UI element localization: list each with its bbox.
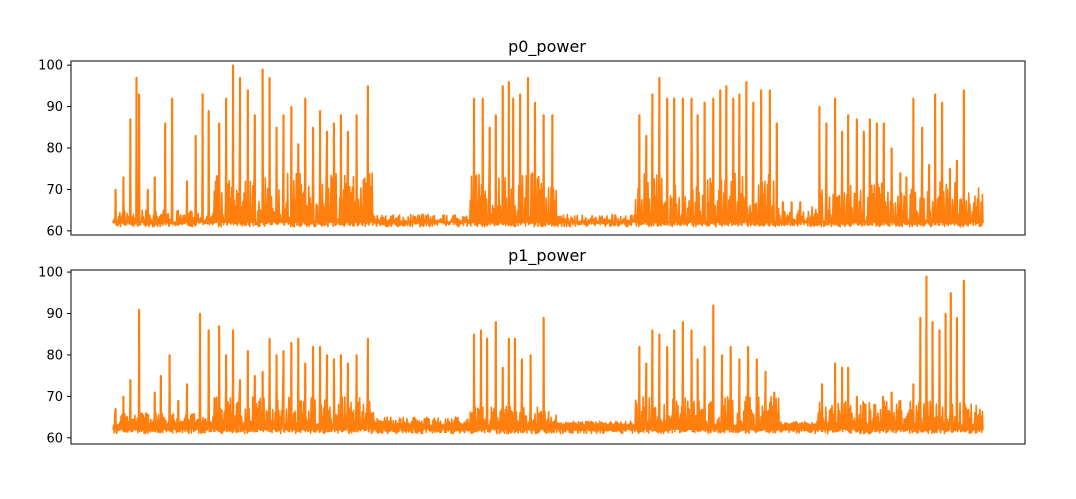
plot-area — [112, 64, 984, 228]
series-line — [112, 64, 984, 228]
y-tick-label: 100 — [38, 59, 63, 74]
y-tick-label: 90 — [46, 307, 63, 322]
y-axis: 60 70 80 90 100 — [38, 59, 71, 239]
subplot-p1-power: p1_power 60 70 80 90 100 — [38, 246, 1026, 446]
chart-title: p0_power — [508, 37, 586, 57]
y-tick-label: 90 — [46, 100, 63, 115]
y-tick-label: 70 — [46, 183, 63, 198]
y-tick-label: 60 — [46, 224, 63, 239]
chart-title: p1_power — [508, 246, 586, 266]
subplot-p0-power: p0_power 60 70 80 90 100 — [38, 37, 1026, 239]
y-tick-label: 100 — [38, 266, 63, 281]
series-line — [112, 275, 984, 435]
y-axis: 60 70 80 90 100 — [38, 266, 71, 446]
y-tick-label: 70 — [46, 390, 63, 405]
y-tick-label: 80 — [46, 348, 63, 363]
plot-frame — [70, 269, 1026, 445]
plot-area — [112, 275, 984, 435]
y-tick-label: 60 — [46, 431, 63, 446]
y-tick-label: 80 — [46, 142, 63, 157]
